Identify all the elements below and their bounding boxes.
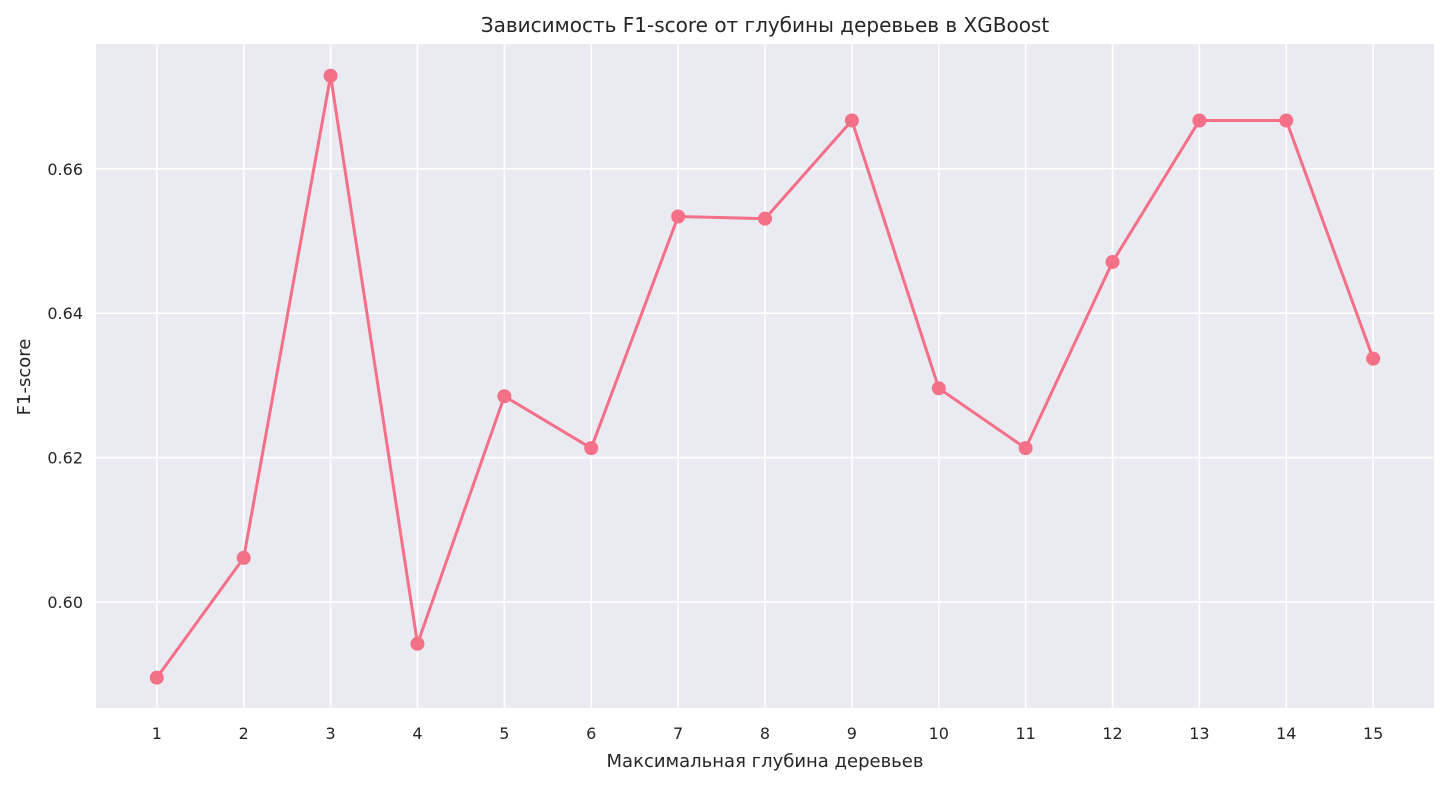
x-tick-label: 3 [325,724,335,743]
data-point [1105,254,1120,269]
x-tick-label: 1 [152,724,162,743]
x-tick-label: 9 [847,724,857,743]
data-point [1192,113,1207,128]
x-tick-label: 7 [673,724,683,743]
data-point [149,670,164,685]
grid [96,44,1434,708]
x-tick-label: 5 [499,724,509,743]
x-tick-label: 15 [1363,724,1383,743]
data-point [1279,113,1294,128]
x-tick-label: 8 [760,724,770,743]
x-tick-label: 13 [1189,724,1209,743]
data-point [410,636,425,651]
x-tick-label: 14 [1276,724,1296,743]
data-point [323,68,338,83]
y-tick-labels: 0.60 0.62 0.64 0.66 [47,160,83,612]
y-tick-label: 0.60 [47,593,83,612]
y-tick-label: 0.66 [47,160,83,179]
x-axis-label: Максимальная глубина деревьев [607,751,924,772]
chart-title: Зависимость F1-score от глубины деревьев… [481,13,1050,37]
y-tick-label: 0.62 [47,449,83,468]
data-point [584,441,599,456]
y-axis-label: F1-score [14,339,35,416]
x-tick-labels: 1 2 3 4 5 6 7 8 9 10 11 12 13 14 15 [152,724,1384,743]
data-points [149,68,1381,685]
x-tick-label: 11 [1015,724,1035,743]
x-tick-label: 6 [586,724,596,743]
data-point [671,209,686,224]
data-point [497,389,512,404]
x-tick-label: 4 [412,724,422,743]
data-point [1018,441,1033,456]
data-point [931,381,946,396]
x-tick-label: 10 [929,724,949,743]
x-tick-label: 2 [239,724,249,743]
data-point [758,211,772,226]
data-point [1366,351,1381,366]
y-tick-label: 0.64 [47,304,83,323]
data-point [844,113,859,128]
data-point [236,550,251,565]
x-tick-label: 12 [1102,724,1122,743]
